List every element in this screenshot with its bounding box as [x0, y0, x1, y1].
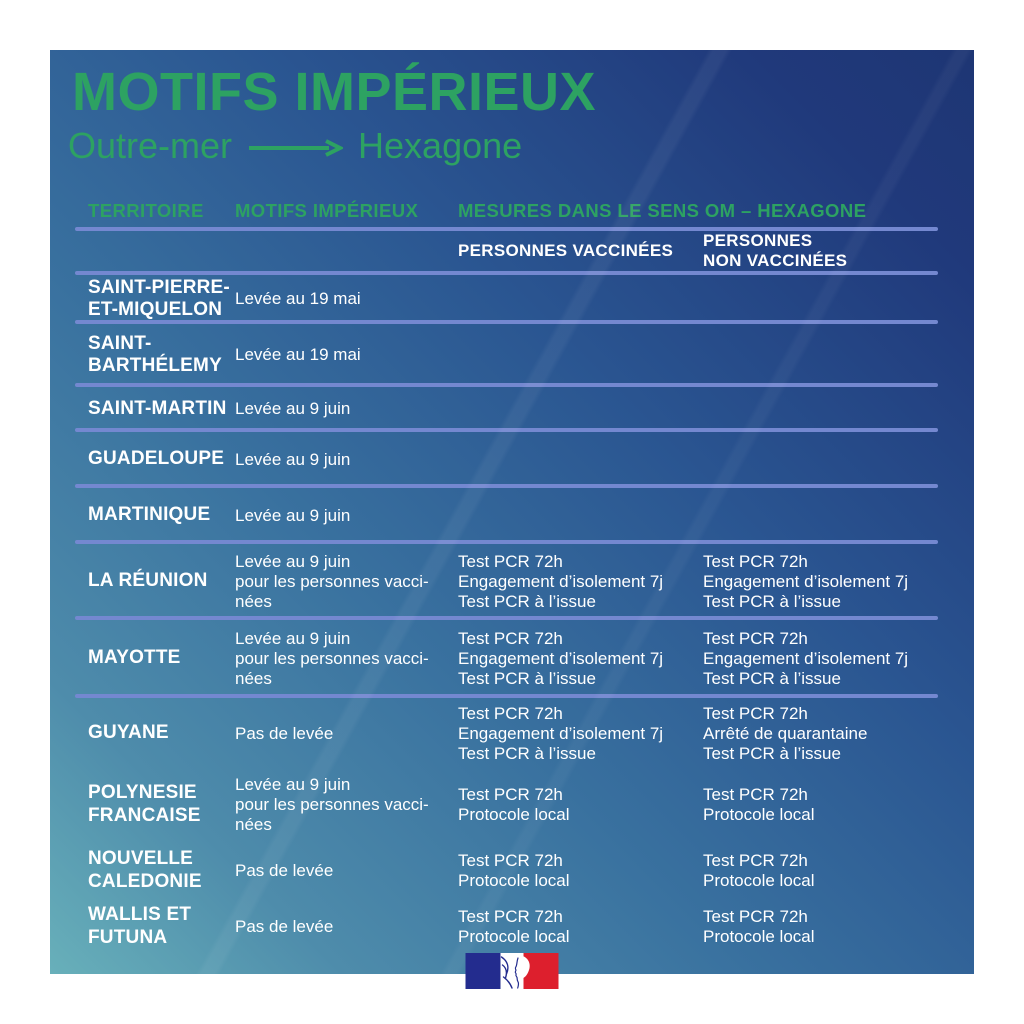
- table-row-guadeloupe: GUADELOUPE Levée au 9 juin: [75, 432, 938, 488]
- vaccinated-cell: Test PCR 72h Engagement d’isolement 7j T…: [458, 704, 664, 763]
- vaccinated-cell: Test PCR 72h Protocole local: [458, 784, 570, 824]
- motifs-cell: Pas de levée: [235, 723, 334, 743]
- territory-cell: MARTINIQUE: [88, 504, 211, 526]
- table-row-wallis-et-futuna: WALLIS ET FUTUNA Pas de levée Test PCR 7…: [88, 902, 938, 952]
- route-origin-label: Outre-mer: [68, 124, 233, 166]
- unvaccinated-cell: Test PCR 72h Engagement d’isolement 7j T…: [703, 552, 909, 611]
- french-republic-logo: [465, 953, 559, 989]
- unvaccinated-cell: Test PCR 72h Protocole local: [703, 784, 815, 824]
- table-row-martinique: MARTINIQUE Levée au 9 juin: [75, 488, 938, 544]
- page-title: MOTIFS IMPÉRIEUX: [72, 62, 597, 122]
- unvaccinated-cell: Test PCR 72h Protocole local: [703, 906, 815, 946]
- territory-cell: NOUVELLE CALEDONIE: [88, 848, 202, 892]
- table-row-polynesie-francaise: POLYNESIE FRANCAISE Levée au 9 juin pour…: [88, 770, 938, 840]
- header: MOTIFS IMPÉRIEUX Outre-mer Hexagone: [50, 64, 974, 167]
- vaccinated-cell: Test PCR 72h Engagement d’isolement 7j T…: [458, 552, 664, 611]
- column-header-mesures: MESURES DANS LE SENS OM – HEXAGONE: [458, 199, 867, 221]
- territory-cell: SAINT-PIERRE- ET-MIQUELON: [88, 276, 230, 321]
- motifs-cell: Levée au 9 juin pour les personnes vacci…: [235, 629, 429, 688]
- table-row-nouvelle-caledonie: NOUVELLE CALEDONIE Pas de levée Test PCR…: [88, 840, 938, 902]
- sub-header-row: PERSONNES VACCINÉES PERSONNES NON VACCIN…: [88, 231, 938, 271]
- marianne-icon: [465, 953, 559, 989]
- subtitle: Outre-mer Hexagone: [68, 125, 974, 167]
- table-row-saint-pierre-et-miquelon: SAINT-PIERRE- ET-MIQUELON Levée au 19 ma…: [75, 275, 938, 324]
- motifs-cell: Levée au 9 juin: [235, 449, 351, 469]
- territory-cell: MAYOTTE: [88, 647, 181, 669]
- territory-cell: LA RÉUNION: [88, 570, 208, 592]
- sub-header-unvaccinated: PERSONNES NON VACCINÉES: [703, 230, 848, 271]
- unvaccinated-cell: Test PCR 72h Arrêté de quarantaine Test …: [703, 704, 868, 763]
- table-row-guyane: GUYANE Pas de levée Test PCR 72h Engagem…: [88, 698, 938, 770]
- route-destination-label: Hexagone: [358, 124, 523, 166]
- motifs-cell: Levée au 9 juin pour les personnes vacci…: [235, 552, 429, 611]
- unvaccinated-cell: Test PCR 72h Protocole local: [703, 850, 815, 890]
- table-row-saint-barthelemy: SAINT- BARTHÉLEMY Levée au 19 mai: [75, 324, 938, 387]
- motifs-cell: Pas de levée: [235, 916, 334, 936]
- sub-header-vaccinated: PERSONNES VACCINÉES: [458, 240, 674, 260]
- table-row-saint-martin: SAINT-MARTIN Levée au 9 juin: [75, 387, 938, 432]
- vaccinated-cell: Test PCR 72h Protocole local: [458, 850, 570, 890]
- motifs-cell: Levée au 19 mai: [235, 289, 361, 309]
- divider: [75, 270, 938, 275]
- territory-cell: POLYNESIE FRANCAISE: [88, 782, 201, 826]
- motifs-cell: Pas de levée: [235, 860, 334, 880]
- motifs-cell: Levée au 9 juin: [235, 399, 351, 419]
- motifs-cell: Levée au 9 juin: [235, 505, 351, 525]
- territory-cell: GUYANE: [88, 722, 169, 744]
- table-row-la-reunion: LA RÉUNION Levée au 9 juin pour les pers…: [75, 544, 938, 620]
- column-header-motifs: MOTIFS IMPÉRIEUX: [235, 199, 419, 221]
- column-header-territoire: TERRITOIRE: [88, 199, 204, 221]
- vaccinated-cell: Test PCR 72h Protocole local: [458, 906, 570, 946]
- table-row-mayotte: MAYOTTE Levée au 9 juin pour les personn…: [75, 620, 938, 698]
- divider: [75, 226, 938, 231]
- vaccinated-cell: Test PCR 72h Engagement d’isolement 7j T…: [458, 629, 664, 688]
- motifs-cell: Levée au 9 juin pour les personnes vacci…: [235, 775, 429, 834]
- measures-table: TERRITOIRE MOTIFS IMPÉRIEUX MESURES DANS…: [75, 197, 938, 952]
- territory-cell: SAINT- BARTHÉLEMY: [88, 332, 222, 377]
- column-header-row: TERRITOIRE MOTIFS IMPÉRIEUX MESURES DANS…: [88, 197, 938, 227]
- territory-cell: WALLIS ET FUTUNA: [88, 904, 192, 948]
- territory-cell: SAINT-MARTIN: [88, 397, 227, 419]
- long-right-arrow-icon: [249, 138, 344, 157]
- infographic-panel: MOTIFS IMPÉRIEUX Outre-mer Hexagone TERR…: [50, 50, 974, 974]
- unvaccinated-cell: Test PCR 72h Engagement d’isolement 7j T…: [703, 629, 909, 688]
- territory-cell: GUADELOUPE: [88, 448, 225, 470]
- motifs-cell: Levée au 19 mai: [235, 345, 361, 365]
